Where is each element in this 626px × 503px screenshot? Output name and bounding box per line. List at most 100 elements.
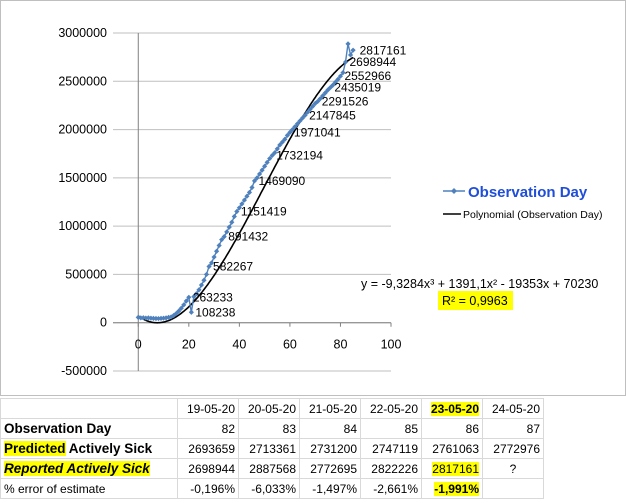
y-tick-label: 500000 [65, 267, 107, 281]
data-point [221, 234, 227, 240]
table-cell: 2772695 [299, 458, 361, 479]
table-cell-date: 22-05-20 [360, 398, 422, 419]
data-point [214, 248, 220, 254]
highlight-error-value: -1,991% [434, 481, 479, 496]
table-cell: 2698944 [177, 458, 239, 479]
data-label: 108238 [195, 305, 235, 319]
data-point [206, 263, 212, 270]
data-point [347, 52, 354, 58]
table-cell-date: 21-05-20 [299, 398, 361, 419]
data-point [277, 142, 283, 148]
chart-area: -500000 0 500000 1000000 1500000 2000000 25000… [0, 0, 626, 396]
data-point [264, 159, 270, 166]
data-point [201, 277, 207, 283]
data-point [178, 305, 184, 311]
r-squared-label: R² = 0,9963 [442, 294, 508, 308]
data-point [292, 124, 298, 130]
row-label-observation-day: Observation Day [0, 418, 178, 439]
data-point [203, 271, 210, 278]
data-point [188, 309, 194, 315]
y-tick-label: 0 [100, 316, 107, 330]
table-cell: 2822226 [360, 458, 422, 479]
x-tick-label: 80 [334, 338, 348, 352]
data-point [135, 314, 141, 321]
data-point [317, 96, 323, 102]
data-point [287, 129, 293, 135]
data-label: 263233 [193, 290, 233, 304]
table-cell: 2693659 [177, 438, 239, 459]
data-point [246, 189, 253, 195]
data-point [256, 171, 263, 177]
table-cell: 85 [360, 418, 422, 439]
y-tick-label: 2500000 [58, 74, 107, 88]
data-label: 2435019 [334, 81, 381, 95]
table-cell: -1,497% [299, 478, 361, 499]
data-label: 1151419 [241, 205, 287, 219]
highlight-date: 23-05-20 [430, 401, 479, 416]
data-point [267, 155, 273, 162]
table-cell: 84 [299, 418, 361, 439]
data-point [191, 294, 197, 300]
data-point [330, 82, 336, 88]
table-cell-highlight: -1,991% [421, 478, 483, 499]
table-cell: 2747119 [360, 438, 422, 459]
data-point [337, 73, 344, 79]
table-cell-date: 20-05-20 [238, 398, 300, 419]
data-point [335, 76, 341, 82]
table-cell: 2887568 [238, 458, 300, 479]
highlight-reported-value: 2817161 [432, 461, 479, 476]
chart-svg: -500000 0 500000 1000000 1500000 2000000 25000… [58, 26, 602, 378]
data-point [282, 136, 288, 142]
table-row-reported: Reported Actively Sick 2698944 2887568 2… [0, 458, 544, 479]
data-point [259, 167, 265, 173]
table-cell: 2772976 [482, 438, 544, 459]
data-point [208, 260, 215, 266]
data-point [231, 213, 237, 220]
y-tick-label: 1000000 [58, 219, 107, 233]
table-cell-date: 19-05-20 [177, 398, 239, 419]
data-point [236, 205, 242, 211]
table-row-error: % error of estimate -0,196% -6,033% -1,4… [0, 478, 544, 499]
data-label: 2552966 [344, 69, 391, 83]
table-cell-date: 24-05-20 [482, 398, 544, 419]
trend-equation: y = -9,3284x³ + 1391,1x² - 19353x + 7023… [361, 277, 598, 291]
table-row-predicted: Predicted Actively Sick 2693659 2713361 … [0, 438, 544, 459]
data-point [254, 175, 260, 181]
table-cell: 2761063 [421, 438, 483, 459]
table-cell: 86 [421, 418, 483, 439]
data-point [272, 150, 278, 156]
data-point [249, 184, 255, 191]
data-point [299, 115, 306, 121]
row-label-error: % error of estimate [0, 478, 178, 499]
x-tick-label: 100 [381, 338, 402, 352]
data-point [196, 287, 202, 293]
data-point [186, 294, 192, 300]
data-point [262, 163, 268, 169]
trendline-polynomial [137, 56, 354, 324]
table-cell-date-highlight: 23-05-20 [421, 398, 483, 419]
data-label: 2291526 [322, 94, 369, 108]
data-point [224, 229, 230, 235]
data-table: 19-05-20 20-05-20 21-05-20 22-05-20 23-0… [0, 398, 544, 499]
data-point [150, 315, 157, 321]
y-tick-label: 1500000 [58, 171, 107, 185]
table-cell: ? [482, 458, 544, 479]
row-label-predicted-rest: Actively Sick [65, 441, 153, 456]
data-point [241, 197, 248, 203]
data-label: 2817161 [360, 44, 407, 58]
table-row-dates: 19-05-20 20-05-20 21-05-20 22-05-20 23-0… [0, 398, 544, 419]
data-point [340, 69, 346, 76]
y-tick-label: -500000 [61, 364, 107, 378]
data-point [315, 98, 321, 105]
data-point [244, 193, 250, 199]
table-cell: -0,196% [177, 478, 239, 499]
legend-label-observation: Observation Day [468, 184, 588, 201]
data-point [307, 106, 313, 112]
data-label: 891432 [228, 230, 268, 244]
table-cell: 83 [238, 418, 300, 439]
highlight-reported: Reported Actively Sick [4, 461, 150, 476]
data-point [302, 112, 308, 118]
data-point [226, 224, 232, 230]
table-cell: -6,033% [238, 478, 300, 499]
data-point [284, 132, 290, 138]
